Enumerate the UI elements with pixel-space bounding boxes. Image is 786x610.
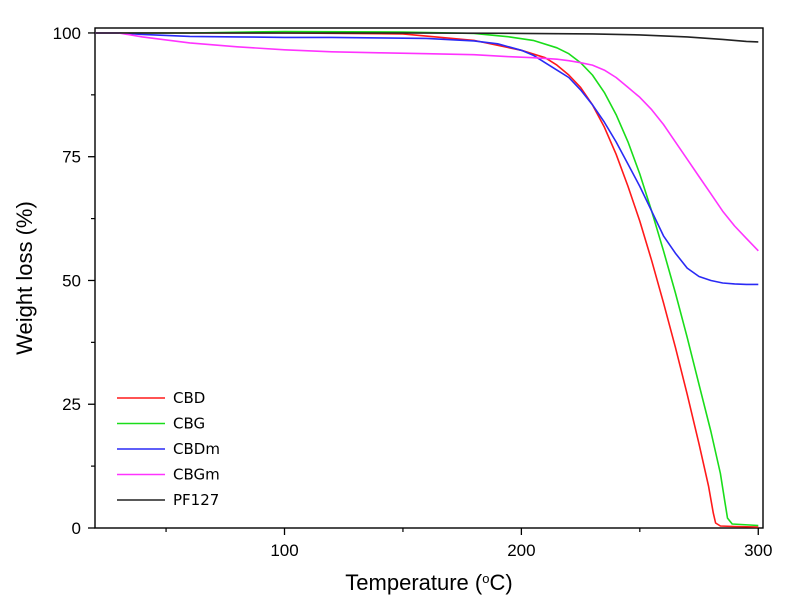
y-tick-label: 0 — [72, 519, 81, 538]
legend-label: CBD — [173, 389, 205, 407]
legend: CBD CBG CBDm CBGm PF127 — [117, 389, 220, 509]
series-layer — [95, 30, 759, 528]
x-axis-unit-suffix: C) — [489, 570, 512, 595]
x-axis-title-text: Temperature — [345, 570, 469, 595]
x-tick-label: 200 — [507, 541, 535, 560]
legend-label: CBG — [173, 415, 205, 433]
series-line-pf127 — [95, 32, 759, 43]
x-tick-label: 300 — [744, 541, 772, 560]
y-tick-label: 100 — [53, 24, 81, 43]
legend-label: PF127 — [173, 491, 219, 509]
y-tick-label: 75 — [62, 148, 81, 167]
legend-label: CBGm — [173, 466, 220, 484]
x-axis-unit-prefix: ( — [475, 570, 483, 595]
plot-frame — [94, 27, 764, 529]
axes-layer: 100 200 300 0 25 50 75 100 — [53, 24, 773, 560]
y-tick-label: 25 — [62, 395, 81, 414]
series-line-cbdm — [95, 32, 759, 286]
x-axis-unit-superscript: o — [482, 571, 489, 586]
plot-area — [94, 27, 764, 529]
y-axis-title: Weight loss (%) — [12, 201, 37, 355]
y-tick-label: 50 — [62, 271, 81, 290]
series-line-cbgm — [95, 32, 759, 252]
x-tick-label: 100 — [270, 541, 298, 560]
x-axis-title: Temperature (oC) — [345, 570, 512, 595]
series-line-cbd — [95, 32, 759, 528]
legend-label: CBDm — [173, 440, 220, 458]
